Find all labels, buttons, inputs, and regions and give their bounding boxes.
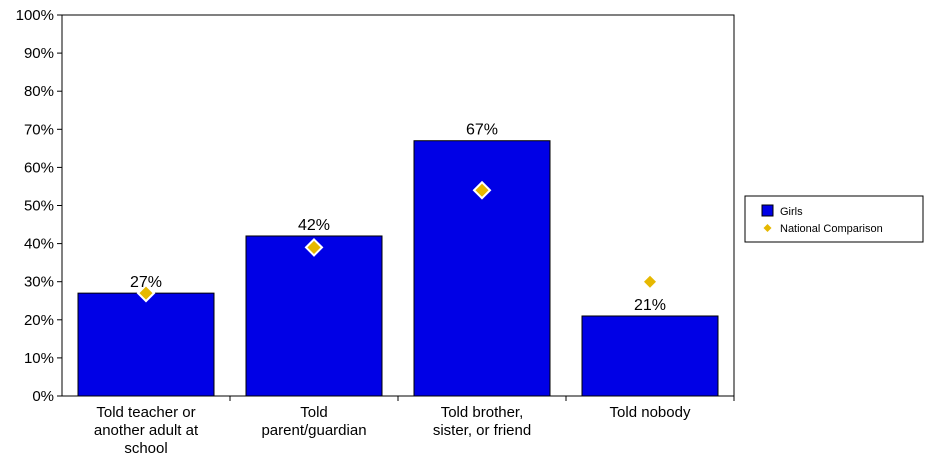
- x-tick-label: Told brother, sister, or friend: [433, 404, 531, 439]
- bar: [246, 236, 382, 396]
- y-tick-label: 90%: [24, 45, 54, 62]
- comparison-marker: [644, 276, 656, 288]
- y-tick-label: 30%: [24, 274, 54, 291]
- bars: [78, 141, 718, 396]
- y-tick-label: 60%: [24, 159, 54, 176]
- data-labels: 27% 42% 67% 21%: [130, 122, 666, 314]
- x-tick-label-line: Told nobody: [610, 404, 691, 421]
- x-tick-label-line: another adult at: [94, 422, 199, 439]
- legend: Girls National Comparison: [745, 196, 923, 242]
- x-axis: Told teacher or another adult at schoolTol…: [94, 396, 734, 457]
- legend-label: National Comparison: [780, 223, 883, 235]
- x-tick-label: Told parent/guardian: [261, 404, 366, 439]
- y-tick-label: 0%: [32, 388, 54, 405]
- x-tick-label-line: Told: [300, 404, 328, 421]
- bar: [78, 293, 214, 396]
- x-tick-label: Told nobody: [610, 404, 691, 421]
- markers: [138, 182, 656, 301]
- y-tick-label: 10%: [24, 350, 54, 367]
- y-tick-label: 50%: [24, 198, 54, 215]
- y-tick-label: 40%: [24, 236, 54, 253]
- bar: [414, 141, 550, 396]
- data-label: 27%: [130, 274, 162, 291]
- y-tick-label: 70%: [24, 121, 54, 138]
- x-tick-label-line: sister, or friend: [433, 422, 531, 439]
- data-label: 42%: [298, 217, 330, 234]
- legend-label: Girls: [780, 206, 803, 218]
- x-tick-label-line: school: [124, 440, 167, 457]
- legend-swatch-bar: [762, 205, 773, 216]
- y-tick-label: 80%: [24, 83, 54, 100]
- data-label: 67%: [466, 122, 498, 139]
- y-axis: 0% 10% 20% 30% 40% 50% 60% 70% 80% 90% 100%: [16, 7, 62, 405]
- data-label: 21%: [634, 297, 666, 314]
- x-tick-label-line: Told teacher or: [96, 404, 195, 421]
- legend-box: [745, 196, 923, 242]
- x-tick-label-line: Told brother,: [441, 404, 524, 421]
- x-tick-label-line: parent/guardian: [261, 422, 366, 439]
- y-tick-label: 20%: [24, 312, 54, 329]
- x-tick-label: Told teacher or another adult at school: [94, 404, 199, 457]
- y-tick-label: 100%: [16, 7, 54, 24]
- bar: [582, 316, 718, 396]
